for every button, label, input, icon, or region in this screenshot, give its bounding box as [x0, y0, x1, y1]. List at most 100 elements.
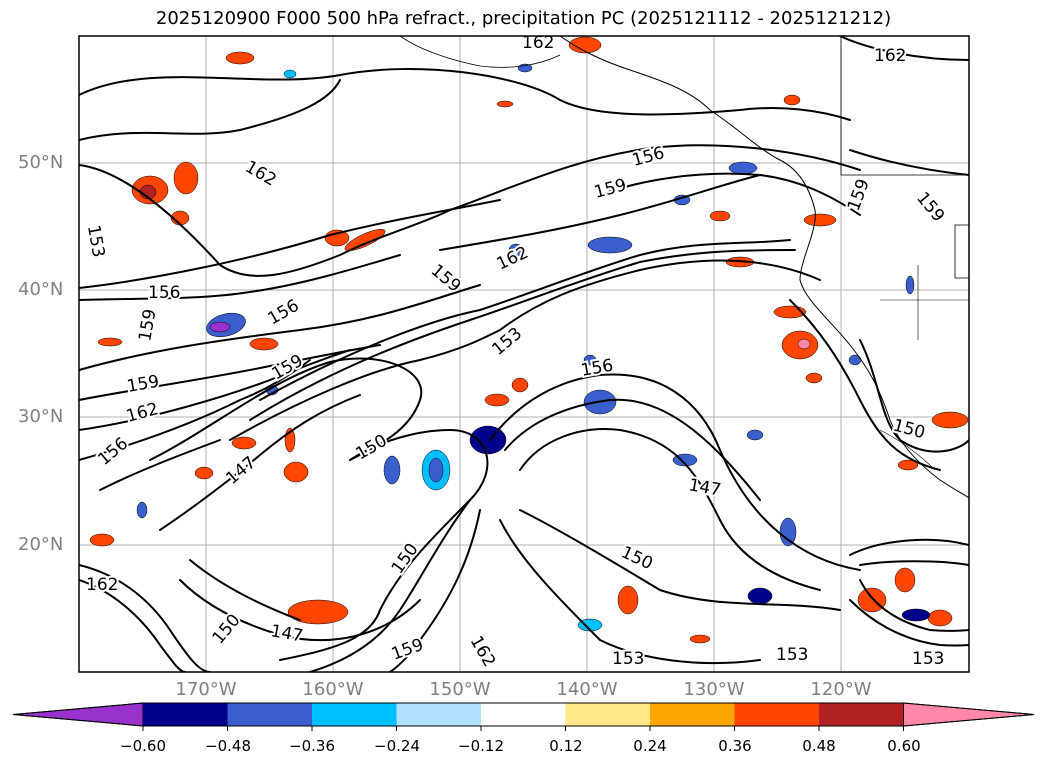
coastline-alaska	[399, 36, 561, 68]
contour-line	[849, 599, 969, 647]
precip-patch	[901, 608, 931, 622]
precip-patch	[617, 585, 639, 615]
lon-label: 140°W	[556, 679, 618, 700]
colorbar-segment	[565, 703, 650, 726]
precip-patch	[897, 459, 919, 471]
precip-patch	[927, 609, 953, 627]
colorbar-segment	[650, 703, 735, 726]
contour-line	[849, 538, 969, 556]
contour-label: 156	[148, 283, 180, 303]
contour-line	[79, 68, 561, 101]
precip-patch	[746, 429, 764, 441]
colorbar-segment	[312, 703, 397, 726]
lon-label: 130°W	[683, 679, 745, 700]
precip-patch	[747, 587, 773, 605]
contour-line	[439, 174, 761, 251]
lat-label: 20°N	[18, 534, 64, 555]
precip-patch	[484, 393, 510, 407]
state-border	[954, 224, 969, 279]
contour-line	[99, 439, 221, 491]
contour-line	[159, 394, 361, 531]
contour-line	[389, 509, 481, 672]
precip-patch	[568, 36, 602, 54]
border-canada	[840, 36, 969, 176]
precip-patch	[469, 425, 507, 455]
map-title: 2025120900 F000 500 hPa refract., precip…	[155, 8, 892, 29]
precip-patch	[587, 236, 633, 254]
colorbar-segment	[396, 703, 481, 726]
colorbar-extend-min	[12, 702, 144, 727]
precip-patch	[209, 321, 231, 333]
precip-patch	[583, 354, 597, 366]
precip-patch	[779, 517, 797, 547]
refractivity-contours	[79, 36, 969, 672]
precip-patch	[383, 455, 401, 485]
lon-label: 150°W	[429, 679, 491, 700]
colorbar-tick-label: −0.60	[120, 737, 166, 755]
contour-line	[499, 519, 761, 665]
contour-line	[489, 373, 861, 571]
precip-patch	[931, 411, 969, 429]
precip-negative-patches	[136, 63, 931, 632]
precip-patch	[894, 567, 916, 593]
precip-patch	[136, 501, 148, 519]
contour-line	[79, 349, 351, 431]
contour-line	[789, 299, 941, 471]
colorbar-tick-label: −0.24	[374, 737, 420, 755]
precip-patch	[173, 161, 199, 195]
contour-label: 162	[86, 575, 118, 595]
contour-line	[249, 249, 796, 421]
precip-patch	[511, 377, 529, 393]
colorbar-tick-label: 0.36	[718, 737, 752, 755]
contour-line	[79, 199, 501, 289]
colorbar-tick-label: −0.36	[289, 737, 335, 755]
colorbar-segment	[734, 703, 819, 726]
lon-label: 160°W	[302, 679, 364, 700]
contour-line	[79, 144, 861, 277]
precip-patch	[805, 372, 823, 384]
contour-line	[504, 398, 761, 501]
lon-label: 170°W	[175, 679, 237, 700]
colorbar-extend-max	[903, 702, 1035, 727]
contour-line	[859, 560, 969, 566]
colorbar	[12, 702, 1035, 731]
precip-patch	[344, 228, 386, 252]
contour-line	[309, 499, 471, 672]
colorbar-tick-label: −0.48	[205, 737, 251, 755]
colorbar-segment	[481, 703, 566, 726]
precip-patch	[231, 436, 257, 450]
contour-line	[499, 259, 821, 331]
colorbar-tick-label: 0.60	[887, 737, 921, 755]
precip-patch	[283, 69, 297, 79]
colorbar-segment	[819, 703, 904, 726]
contour-label: 162	[522, 33, 554, 53]
contour-line	[839, 36, 969, 61]
contour-line	[79, 79, 341, 141]
colorbar-tick-label: 0.48	[802, 737, 836, 755]
border-mexico	[879, 429, 936, 471]
precip-patch	[783, 94, 801, 106]
precip-patch	[194, 466, 214, 480]
contour-line	[79, 284, 481, 371]
precip-patch	[709, 210, 731, 222]
contour-line	[79, 359, 311, 461]
colorbar-tick-label: −0.12	[458, 737, 504, 755]
colorbar-tick-label: 0.12	[549, 737, 583, 755]
precip-patch	[249, 337, 279, 351]
contour-line	[229, 329, 501, 441]
coastlines	[399, 36, 969, 499]
contour-line	[79, 254, 401, 301]
contour-line	[519, 428, 821, 591]
precip-patch	[283, 461, 309, 483]
colorbar-segment	[143, 703, 228, 726]
precip-patch	[905, 275, 915, 295]
lat-label: 50°N	[18, 152, 64, 173]
contour-line	[559, 99, 851, 121]
contour-line	[79, 564, 211, 672]
contour-line	[149, 357, 423, 461]
precip-patch	[97, 337, 123, 347]
precip-patch	[803, 213, 837, 227]
contour-line	[859, 339, 969, 453]
precip-patch	[689, 634, 711, 644]
